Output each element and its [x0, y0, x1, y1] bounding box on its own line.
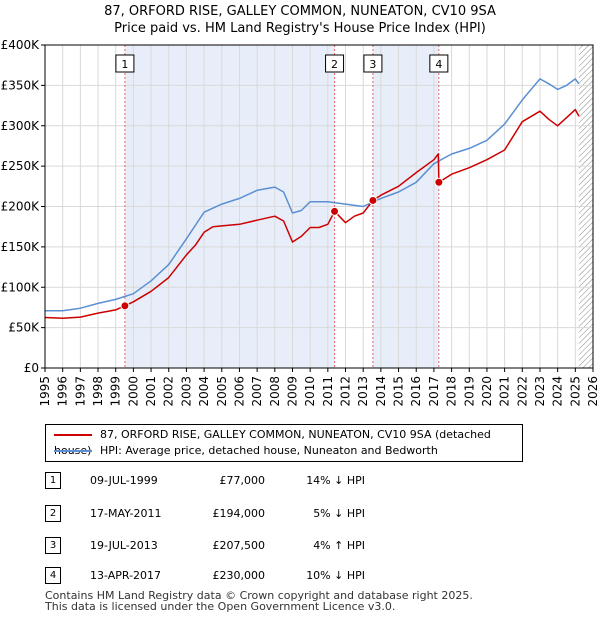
- row-number: 1: [45, 472, 61, 489]
- row-hpi-diff: 14% ↓ HPI: [306, 474, 365, 487]
- x-tick-label: 2018: [445, 376, 459, 407]
- row-number: 3: [45, 537, 61, 554]
- x-tick-label: 2006: [232, 376, 246, 407]
- legend-item-property: 87, ORFORD RISE, GALLEY COMMON, NUNEATON…: [54, 427, 522, 457]
- row-hpi-diff: 5% ↓ HPI: [313, 507, 365, 520]
- legend-item-hpi: HPI: Average price, detached house, Nune…: [54, 443, 438, 459]
- sale-point: [434, 177, 444, 187]
- y-tick-label: £50K: [8, 321, 40, 335]
- row-price: £77,000: [219, 474, 266, 487]
- x-tick-label: 2009: [285, 376, 299, 407]
- sale-point: [330, 206, 340, 216]
- y-tick-label: £400K: [1, 38, 41, 52]
- y-axis: £0 £50K £100K £150K £200K £250K £300K £350K £400…: [1, 38, 45, 375]
- footer-line-2: This data is licensed under the Open Gov…: [45, 600, 396, 613]
- x-tick-label: 2022: [515, 376, 529, 407]
- footer-line-1: Contains HM Land Registry data © Crown c…: [45, 589, 473, 602]
- x-tick-label: 2008: [268, 376, 282, 407]
- y-tick-label: £350K: [1, 78, 41, 92]
- property-price-line: [45, 108, 580, 320]
- y-tick-label: £250K: [1, 159, 41, 173]
- row-date: 19-JUL-2013: [90, 539, 158, 552]
- x-tick-label: 1995: [38, 376, 52, 407]
- x-axis: 1995 1996 1997 1998 1999 2000 2001 2002 2003 2004…: [38, 368, 600, 407]
- x-tick-label: 1998: [91, 376, 105, 407]
- row-hpi-diff: 10% ↓ HPI: [306, 569, 365, 582]
- x-tick-label: 2000: [126, 376, 140, 407]
- price-chart: 1 2 3 4 £0 £50K £100K £150K £200K £250K £300K £350…: [1, 38, 600, 407]
- sale-point: [368, 195, 378, 205]
- sale-label: 1: [121, 58, 128, 71]
- sale-label-box: [325, 54, 345, 73]
- row-price: £194,000: [212, 507, 266, 520]
- table-row: 1 09-JUL-1999 £77,000 14% ↓ HPI: [45, 472, 545, 490]
- row-date: 09-JUL-1999: [90, 474, 158, 487]
- x-tick-label: 2015: [392, 376, 406, 407]
- row-number: 4: [45, 567, 61, 584]
- y-tick-label: £100K: [1, 280, 41, 294]
- legend: 87, ORFORD RISE, GALLEY COMMON, NUNEATON…: [45, 424, 523, 462]
- x-tick-label: 2017: [427, 376, 441, 407]
- x-tick-label: 2016: [409, 376, 423, 407]
- sale-label: 3: [369, 58, 376, 71]
- table-row: 2 17-MAY-2011 £194,000 5% ↓ HPI: [45, 505, 545, 523]
- y-tick-label: £0: [24, 361, 39, 375]
- sale-label-box: [115, 54, 135, 73]
- title-line-2: Price paid vs. HM Land Registry's House …: [114, 21, 486, 36]
- sale-point: [120, 301, 130, 311]
- title-line-1: 87, ORFORD RISE, GALLEY COMMON, NUNEATON…: [104, 4, 496, 19]
- x-tick-label: 2020: [480, 376, 494, 407]
- x-tick-label: 1999: [109, 376, 123, 407]
- sale-label-box: [363, 54, 383, 73]
- x-tick-label: 2026: [586, 376, 600, 407]
- x-tick-label: 2011: [321, 376, 335, 407]
- transaction-markers: 1 2 3 4: [115, 54, 449, 311]
- row-date: 13-APR-2017: [90, 569, 162, 582]
- row-hpi-diff: 4% ↑ HPI: [313, 539, 365, 552]
- x-tick-label: 2007: [250, 376, 264, 407]
- y-tick-label: £150K: [1, 240, 41, 254]
- legend-swatch-blue: [54, 450, 92, 452]
- y-tick-label: £300K: [1, 119, 41, 133]
- legend-label-hpi: HPI: Average price, detached house, Nune…: [100, 444, 438, 457]
- x-tick-label: 2002: [162, 376, 176, 407]
- x-tick-label: 2010: [303, 376, 317, 407]
- x-tick-label: 2021: [498, 376, 512, 407]
- x-tick-label: 2005: [215, 376, 229, 407]
- x-tick-label: 2014: [374, 376, 388, 407]
- x-tick-label: 1997: [73, 376, 87, 407]
- legend-swatch-red: [54, 434, 92, 436]
- y-tick-label: £200K: [1, 200, 41, 214]
- sale-label: 4: [435, 58, 442, 71]
- x-tick-label: 2023: [533, 376, 547, 407]
- x-tick-label: 2013: [356, 376, 370, 407]
- x-tick-label: 2001: [144, 376, 158, 407]
- table-row: 4 13-APR-2017 £230,000 10% ↓ HPI: [45, 567, 545, 585]
- row-price: £230,000: [212, 569, 266, 582]
- x-tick-label: 2004: [197, 376, 211, 407]
- sale-label: 2: [331, 58, 338, 71]
- x-tick-label: 2024: [551, 376, 565, 407]
- x-tick-label: 2025: [568, 376, 582, 407]
- row-date: 17-MAY-2011: [90, 507, 162, 520]
- chart-title: 87, ORFORD RISE, GALLEY COMMON, NUNEATON…: [0, 3, 600, 37]
- footer: Contains HM Land Registry data © Crown c…: [45, 590, 473, 612]
- series-lines: [45, 78, 580, 320]
- row-number: 2: [45, 505, 61, 522]
- row-price: £207,500: [212, 539, 266, 552]
- x-tick-label: 2012: [339, 376, 353, 407]
- table-row: 3 19-JUL-2013 £207,500 4% ↑ HPI: [45, 537, 545, 555]
- hpi-line: [45, 78, 580, 312]
- sale-label-box: [429, 54, 449, 73]
- x-tick-label: 2003: [179, 376, 193, 407]
- x-tick-label: 1996: [56, 376, 70, 407]
- x-tick-label: 2019: [462, 376, 476, 407]
